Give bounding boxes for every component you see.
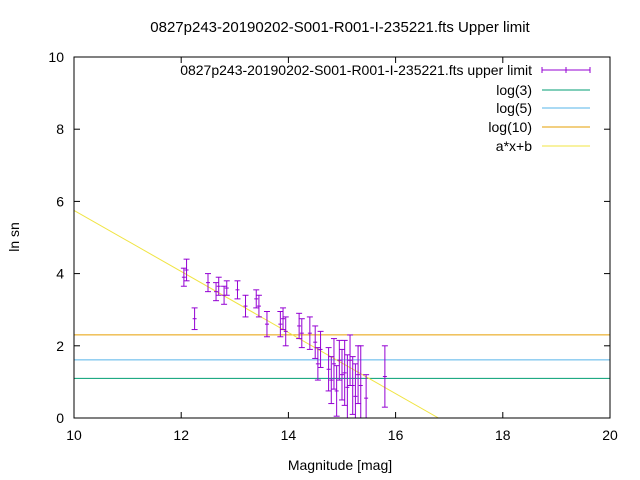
- y-tick-label: 0: [56, 410, 64, 426]
- x-tick-label: 20: [602, 427, 618, 443]
- y-tick-label: 8: [56, 121, 64, 137]
- x-tick-label: 12: [173, 427, 189, 443]
- legend-label: 0827p243-20190202-S001-R001-I-235221.fts…: [180, 62, 532, 78]
- plot-area: [74, 209, 610, 418]
- legend: 0827p243-20190202-S001-R001-I-235221.fts…: [180, 62, 591, 154]
- x-tick-label: 18: [495, 427, 511, 443]
- x-tick-label: 10: [66, 427, 82, 443]
- axis-ticks: 10 12 14 16 18 20 0 2 4 6 8 10: [48, 49, 618, 443]
- y-tick-label: 10: [48, 49, 64, 65]
- legend-label: log(10): [488, 119, 532, 135]
- fit-line: [74, 209, 439, 418]
- legend-label: a*x+b: [496, 138, 532, 154]
- y-tick-label: 2: [56, 338, 64, 354]
- y-tick-label: 6: [56, 193, 64, 209]
- x-tick-label: 14: [281, 427, 297, 443]
- legend-label: log(3): [496, 82, 532, 98]
- legend-label: log(5): [496, 100, 532, 116]
- y-axis-label: ln sn: [6, 222, 22, 252]
- chart-title: 0827p243-20190202-S001-R001-I-235221.fts…: [150, 19, 530, 36]
- x-axis-label: Magnitude [mag]: [288, 457, 392, 473]
- plot-frame: [73, 56, 611, 419]
- x-tick-label: 16: [388, 427, 404, 443]
- y-tick-label: 4: [56, 266, 64, 282]
